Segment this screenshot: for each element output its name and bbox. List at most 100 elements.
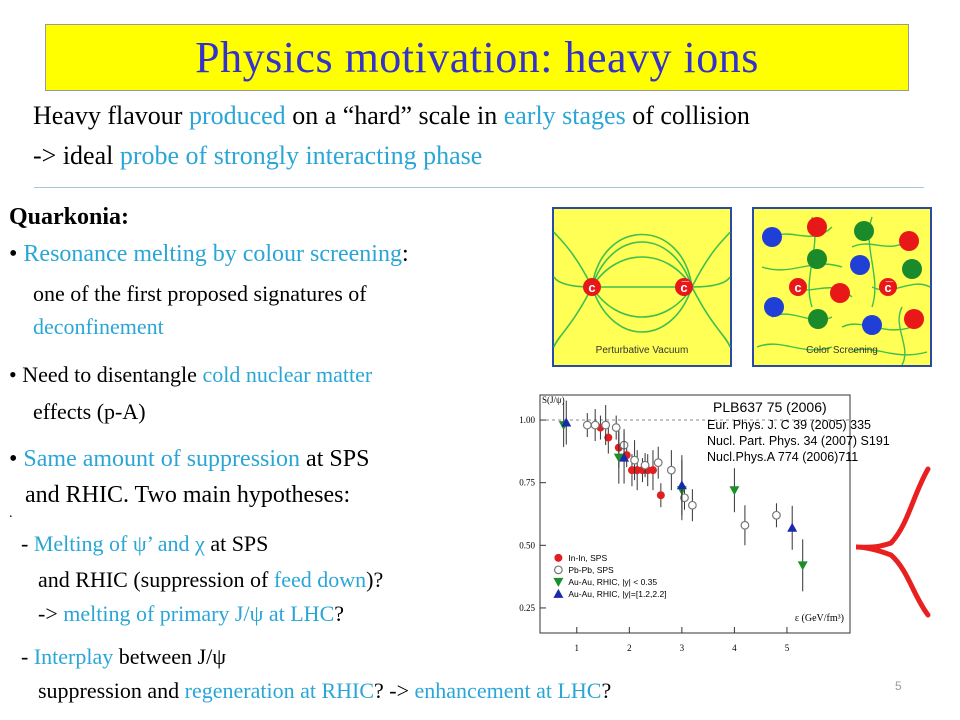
- data-point: [619, 452, 630, 462]
- bullet-3: • Same amount of suppression at SPS: [9, 446, 369, 473]
- jpsi-suppression-chart: 0.25 0.50 0.75 1.00 1 2 3 4 5 S(J/ψ) ε (GeV/fm³) In…: [498, 385, 872, 670]
- color-screening-figure: c c̅ Color Screening: [752, 207, 932, 367]
- text: suppression and: [38, 678, 185, 703]
- data-point: [666, 465, 676, 475]
- intro-text: Heavy flavour: [33, 101, 183, 130]
- data-point: [656, 491, 665, 500]
- divider: [34, 187, 924, 188]
- chart-ref-3: Nucl.Phys.A 774 (2006)711: [707, 450, 859, 464]
- text: and RHIC (suppression of: [38, 567, 274, 592]
- bullet-2-highlight: cold nuclear matter: [202, 362, 373, 387]
- antiquark-label: c̅: [884, 280, 893, 295]
- dash: -: [21, 644, 34, 669]
- chart-ref-2: Nucl. Part. Phys. 34 (2007) S191: [707, 434, 890, 448]
- data-point: [797, 561, 808, 571]
- title-banner: Physics motivation: heavy ions: [45, 24, 909, 91]
- y-tick-label: 1.00: [519, 415, 535, 425]
- data-point: [613, 453, 624, 463]
- text: ? ->: [374, 678, 415, 703]
- legend-marker: [553, 588, 564, 598]
- text: ->: [38, 601, 64, 626]
- bullet-dot: •: [9, 362, 17, 387]
- bullet-1-colon: :: [401, 241, 409, 267]
- highlight: enhancement at LHC: [414, 678, 602, 703]
- bullet-3-highlight: Same amount of suppression: [23, 446, 301, 472]
- highlight: regeneration at RHIC: [184, 678, 375, 703]
- bullet-dot: •: [9, 241, 18, 267]
- left-caption: Perturbative Vacuum: [596, 345, 689, 356]
- legend-marker: [554, 553, 563, 562]
- intro-line-1: Heavy flavour produced on a “hard” scale…: [33, 101, 750, 131]
- x-tick-label: 3: [680, 643, 685, 653]
- legend-marker: [553, 565, 563, 575]
- data-point: [604, 433, 613, 442]
- data-point: [640, 460, 650, 470]
- antiquark-label: c̅: [680, 280, 689, 295]
- text: ?: [601, 678, 612, 703]
- bullet-3-line-2: and RHIC. Two main hypotheses:: [25, 482, 351, 508]
- data-point: [590, 420, 600, 430]
- bullet-1: • Resonance melting by colour screening:: [9, 241, 409, 268]
- bullet-1-line-3: deconfinement: [33, 314, 164, 339]
- perturbative-vacuum-figure: c c̅ Perturbative Vacuum: [552, 207, 732, 367]
- data-point: [653, 458, 663, 468]
- intro-text: -> ideal: [33, 141, 114, 170]
- chart-ref-1: Eur. Phys. J. C 39 (2005) 335: [707, 418, 871, 432]
- highlight: Interplay: [33, 644, 114, 669]
- legend-label: Au-Au, RHIC, |y| < 0.35: [568, 577, 657, 587]
- quark-charm: [583, 278, 601, 296]
- text: between J/ψ: [113, 644, 226, 669]
- y-tick-label: 0.50: [519, 540, 535, 550]
- intro-highlight: early stages: [503, 101, 626, 130]
- bullet-2-line-2: effects (p-A): [33, 399, 146, 424]
- stray-dot: .: [9, 506, 13, 521]
- x-tick-label: 5: [785, 643, 790, 653]
- antiquark-charm: [675, 278, 693, 296]
- data-point: [582, 420, 592, 430]
- data-point: [772, 510, 781, 520]
- right-caption: Color Screening: [806, 345, 878, 356]
- highlight: melting of primary J/ψ at LHC: [63, 601, 335, 626]
- dash: -: [21, 531, 34, 556]
- legend-marker: [553, 577, 564, 587]
- data-point: [680, 493, 689, 503]
- hypothesis-1-line-3: -> melting of primary J/ψ at LHC?: [38, 601, 344, 627]
- legend-label: In-In, SPS: [568, 553, 607, 563]
- data-point: [687, 500, 697, 510]
- data-point: [601, 420, 611, 430]
- intro-text: on a “hard” scale in: [292, 101, 498, 130]
- data-point: [630, 455, 639, 465]
- quark-label: c: [588, 280, 595, 295]
- slide-title: Physics motivation: heavy ions: [195, 33, 759, 82]
- bullet-2: • Need to disentangle cold nuclear matte…: [9, 362, 372, 388]
- quarkonia-heading: Quarkonia:: [9, 204, 130, 230]
- x-tick-label: 4: [732, 643, 737, 653]
- hypothesis-2-line-2: suppression and regeneration at RHIC? ->…: [38, 678, 611, 704]
- x-tick-label: 2: [627, 643, 632, 653]
- y-tick-label: 0.75: [519, 478, 535, 488]
- data-point: [676, 480, 687, 490]
- legend-label: Pb-Pb, SPS: [568, 565, 614, 575]
- y-tick-label: 0.25: [519, 603, 535, 613]
- legend-label: Au-Au, RHIC, |y|=[1.2,2.2]: [568, 589, 666, 599]
- intro-highlight: produced: [188, 101, 286, 130]
- hypothesis-1: - Melting of ψ’ and χ at SPS: [21, 531, 268, 557]
- data-point: [648, 466, 657, 475]
- page-number: 5: [895, 679, 902, 693]
- quark-label: c: [794, 280, 801, 295]
- data-point: [611, 423, 621, 432]
- text: )?: [366, 567, 384, 592]
- highlight: feed down: [273, 567, 367, 592]
- x-tick-label: 1: [575, 643, 580, 653]
- hypothesis-1-text: at SPS: [204, 531, 269, 556]
- bullet-dot: •: [9, 446, 18, 472]
- hypothesis-2: - Interplay between J/ψ: [21, 644, 226, 670]
- data-point: [729, 486, 740, 496]
- x-axis-label: ε (GeV/fm³): [795, 613, 844, 624]
- data-point: [561, 417, 572, 427]
- intro-text: of collision: [632, 101, 750, 130]
- intro-highlight: probe of strongly interacting phase: [119, 141, 483, 170]
- plot-frame: [539, 394, 851, 634]
- bullet-3-text: at SPS: [306, 446, 370, 472]
- y-axis-label: S(J/ψ): [542, 395, 565, 405]
